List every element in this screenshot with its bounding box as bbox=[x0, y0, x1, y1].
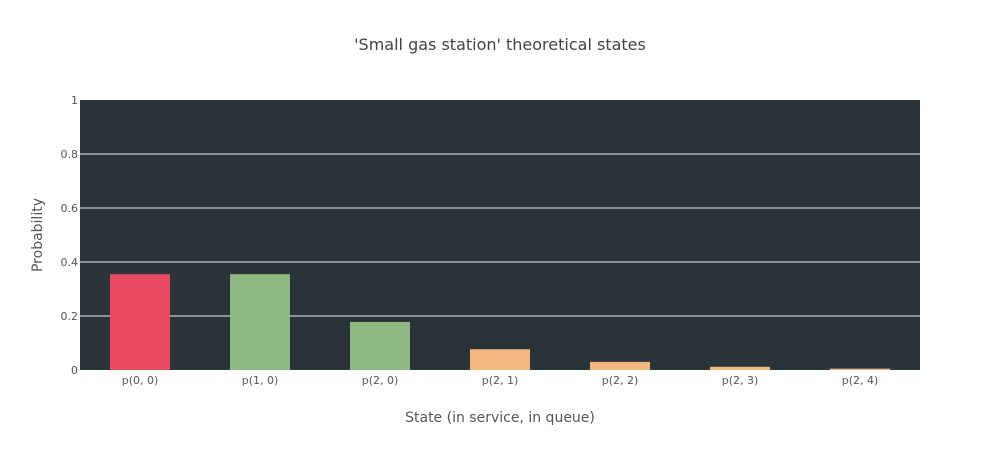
bar-4[interactable] bbox=[590, 361, 650, 370]
y-tick-label-3: 0.6 bbox=[61, 202, 79, 215]
x-tick-label-1: p(1, 0) bbox=[242, 374, 279, 387]
plot-background bbox=[80, 100, 920, 370]
y-tick-label-2: 0.4 bbox=[61, 256, 79, 269]
chart-title: 'Small gas station' theoretical states bbox=[354, 35, 646, 54]
x-tick-label-4: p(2, 2) bbox=[602, 374, 639, 387]
grid-lines bbox=[80, 153, 920, 317]
x-tick-label-2: p(2, 0) bbox=[362, 374, 399, 387]
bar-1[interactable] bbox=[230, 274, 290, 370]
x-tick-label-0: p(0, 0) bbox=[122, 374, 159, 387]
bar-0[interactable] bbox=[110, 274, 170, 370]
y-tick-label-1: 0.2 bbox=[61, 310, 79, 323]
y-tick-label-4: 0.8 bbox=[61, 148, 79, 161]
bars bbox=[110, 274, 890, 370]
bar-6[interactable] bbox=[830, 368, 890, 370]
x-tick-label-3: p(2, 1) bbox=[482, 374, 519, 387]
bar-5[interactable] bbox=[710, 366, 770, 370]
y-tick-label-5: 1 bbox=[71, 94, 78, 107]
y-tick-label-0: 0 bbox=[71, 364, 78, 377]
x-tick-label-5: p(2, 3) bbox=[722, 374, 759, 387]
x-axis-title: State (in service, in queue) bbox=[405, 410, 595, 426]
x-tick-label-6: p(2, 4) bbox=[842, 374, 879, 387]
x-axis-ticks: p(0, 0) p(1, 0) p(2, 0) p(2, 1) p(2, 2) p(2, … bbox=[122, 374, 879, 387]
bar-3[interactable] bbox=[470, 349, 530, 370]
y-axis-title: Probability bbox=[30, 198, 46, 272]
bar-2[interactable] bbox=[350, 321, 410, 370]
y-axis-ticks: 0 0.2 0.4 0.6 0.8 1 bbox=[61, 94, 79, 377]
